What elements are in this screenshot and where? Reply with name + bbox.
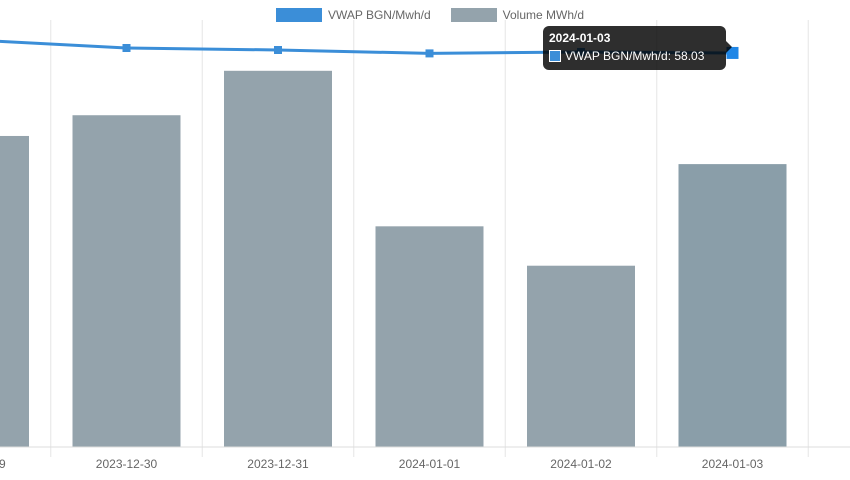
legend-swatch-volume xyxy=(450,8,497,22)
legend-item-volume[interactable]: Volume MWh/d xyxy=(450,8,585,22)
volume-bars xyxy=(0,70,787,448)
vwap-point[interactable] xyxy=(274,46,282,54)
x-tick-label: 2023-12-30 xyxy=(96,457,158,471)
tooltip-swatch xyxy=(549,50,561,62)
vertical-grid xyxy=(50,20,809,447)
x-tick-label: 2024-01-01 xyxy=(399,457,461,471)
legend-label-vwap: VWAP BGN/Mwh/d xyxy=(327,8,431,22)
legend-item-vwap[interactable]: VWAP BGN/Mwh/d xyxy=(275,8,431,22)
volume-bar[interactable] xyxy=(72,115,181,448)
x-axis: 2023-12-29 2023-12-30 2023-12-31 2024-01-01… xyxy=(0,446,850,471)
volume-bar[interactable] xyxy=(527,265,635,447)
legend-swatch-vwap xyxy=(275,8,322,22)
x-tick-label: 2023-12-31 xyxy=(247,457,309,471)
x-tick-label: 2023-12-29 xyxy=(0,457,6,471)
tooltip-row: VWAP BGN/Mwh/d: 58.03 xyxy=(549,49,720,63)
x-tick-label: 2024-01-03 xyxy=(702,457,764,471)
volume-bar[interactable] xyxy=(678,164,787,448)
legend: VWAP BGN/Mwh/d Volume MWh/d xyxy=(0,8,850,22)
tooltip-title: 2024-01-03 xyxy=(549,31,611,45)
tooltip-label: VWAP BGN/Mwh/d: 58.03 xyxy=(565,49,705,63)
legend-label-volume: Volume MWh/d xyxy=(502,8,585,22)
volume-bar[interactable] xyxy=(224,70,332,448)
x-tick-label: 2024-01-02 xyxy=(550,457,612,471)
volume-bar[interactable] xyxy=(0,135,29,447)
tooltip: 2024-01-03 VWAP BGN/Mwh/d: 58.03 xyxy=(543,26,732,70)
tooltip-caret xyxy=(726,41,732,53)
vwap-point[interactable] xyxy=(425,49,434,58)
vwap-point[interactable] xyxy=(122,44,131,52)
volume-bar[interactable] xyxy=(375,226,484,447)
